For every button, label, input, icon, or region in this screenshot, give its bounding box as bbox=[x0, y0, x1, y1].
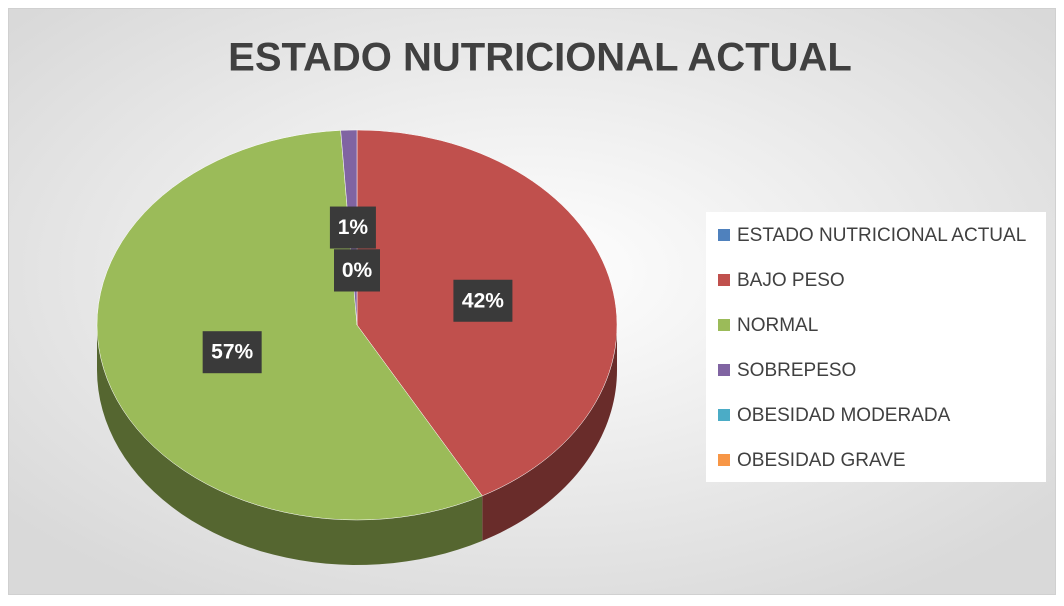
legend-label: SOBREPESO bbox=[737, 360, 856, 381]
legend-swatch bbox=[718, 274, 730, 286]
legend-swatch bbox=[718, 229, 730, 241]
data-label: 57% bbox=[211, 341, 253, 364]
legend-label: NORMAL bbox=[737, 315, 818, 336]
pie-slice bbox=[96, 130, 483, 521]
pie-side bbox=[97, 325, 483, 565]
data-label-box bbox=[329, 206, 376, 249]
legend-swatch bbox=[718, 364, 730, 376]
legend-swatch bbox=[718, 409, 730, 421]
data-label-box bbox=[334, 249, 380, 292]
data-label: 0% bbox=[342, 259, 373, 282]
legend-label: ESTADO NUTRICIONAL ACTUAL bbox=[737, 225, 1026, 246]
legend-swatch bbox=[718, 454, 730, 466]
legend-label: BAJO PESO bbox=[737, 270, 845, 291]
pie-side bbox=[482, 325, 617, 541]
legend-swatch bbox=[718, 319, 730, 331]
legend-box bbox=[706, 212, 1046, 482]
data-label-box bbox=[202, 331, 262, 374]
data-label-box bbox=[453, 279, 513, 322]
legend: ESTADO NUTRICIONAL ACTUAL BAJO PESO NORMAL… bbox=[718, 225, 1026, 471]
data-label: 42% bbox=[462, 289, 504, 312]
legend-label: OBESIDAD GRAVE bbox=[737, 450, 906, 471]
legend-label: OBESIDAD MODERADA bbox=[737, 405, 951, 426]
data-label: 1% bbox=[338, 216, 369, 239]
chart-title: ESTADO NUTRICIONAL ACTUAL bbox=[228, 36, 852, 80]
pie: 0%42%57%1%0%0% bbox=[96, 129, 618, 565]
